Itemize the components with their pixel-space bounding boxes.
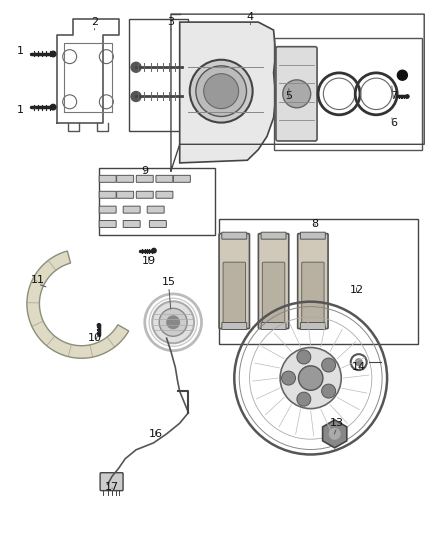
Text: 15: 15 [162,278,176,287]
FancyBboxPatch shape [300,232,325,239]
Text: 7: 7 [390,92,397,101]
Circle shape [152,301,194,343]
FancyBboxPatch shape [223,262,245,325]
Text: 2: 2 [91,17,98,27]
Circle shape [397,70,407,80]
Text: 5: 5 [286,92,292,101]
Circle shape [282,371,296,385]
FancyBboxPatch shape [258,233,289,329]
Text: 4: 4 [246,12,253,22]
FancyBboxPatch shape [136,191,153,198]
FancyBboxPatch shape [99,221,116,228]
Text: 3: 3 [167,17,174,27]
Text: 16: 16 [148,429,162,439]
Circle shape [190,60,253,123]
Circle shape [329,428,341,440]
FancyBboxPatch shape [99,206,116,213]
FancyBboxPatch shape [147,206,164,213]
FancyBboxPatch shape [156,175,173,182]
FancyBboxPatch shape [123,221,140,228]
Circle shape [298,366,323,390]
FancyBboxPatch shape [261,232,286,239]
Circle shape [283,80,311,108]
FancyBboxPatch shape [276,47,317,141]
Text: 13: 13 [330,418,344,428]
FancyBboxPatch shape [156,191,173,198]
FancyBboxPatch shape [99,175,116,182]
FancyBboxPatch shape [99,191,116,198]
FancyBboxPatch shape [117,175,134,182]
Text: 12: 12 [350,285,364,295]
FancyBboxPatch shape [300,322,325,329]
Circle shape [166,316,180,329]
Circle shape [204,74,239,109]
Polygon shape [180,22,276,163]
Circle shape [131,62,141,72]
Text: 14: 14 [352,362,366,373]
Polygon shape [323,420,347,448]
Circle shape [297,392,311,406]
FancyBboxPatch shape [219,233,250,329]
Bar [274,38,422,150]
Text: 10: 10 [88,333,102,343]
Circle shape [321,384,336,398]
Circle shape [297,350,311,364]
Text: 1: 1 [17,46,24,56]
Circle shape [131,92,141,101]
Circle shape [152,248,156,253]
Text: 8: 8 [311,219,318,229]
Bar [130,19,188,131]
FancyBboxPatch shape [173,175,191,182]
Circle shape [355,358,363,366]
FancyBboxPatch shape [222,322,247,329]
Text: 11: 11 [31,275,45,285]
Bar [219,219,418,344]
FancyBboxPatch shape [149,221,166,228]
FancyBboxPatch shape [222,232,247,239]
Polygon shape [27,251,129,358]
FancyBboxPatch shape [136,175,153,182]
FancyBboxPatch shape [298,233,328,329]
Text: 19: 19 [142,256,156,266]
Circle shape [321,358,336,372]
Text: 6: 6 [390,118,397,128]
Text: 1: 1 [17,105,24,115]
Circle shape [97,324,101,327]
FancyBboxPatch shape [262,262,285,325]
Bar [99,168,215,235]
FancyBboxPatch shape [261,322,286,329]
Circle shape [196,66,247,117]
Text: 9: 9 [141,166,148,176]
FancyBboxPatch shape [123,206,140,213]
FancyBboxPatch shape [302,262,324,325]
FancyBboxPatch shape [100,473,123,491]
Circle shape [280,348,341,409]
Text: 17: 17 [105,482,119,492]
Circle shape [406,95,409,98]
Circle shape [159,308,187,336]
Circle shape [50,104,56,110]
FancyBboxPatch shape [117,191,134,198]
Circle shape [50,51,56,56]
